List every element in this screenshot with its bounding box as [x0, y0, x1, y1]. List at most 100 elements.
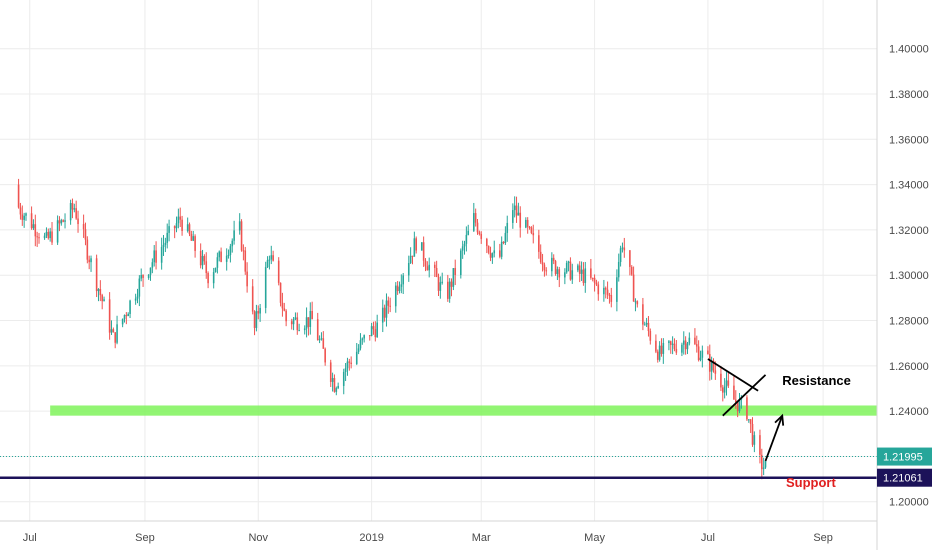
- candle-body: [305, 317, 308, 329]
- candle-body: [710, 360, 713, 372]
- candle: [370, 322, 373, 337]
- candle-body: [368, 335, 371, 337]
- candle-body: [525, 219, 527, 228]
- candle: [669, 340, 672, 354]
- candle: [603, 279, 605, 302]
- candle-body: [73, 208, 76, 210]
- candle: [515, 196, 518, 223]
- candle-body: [597, 284, 600, 295]
- candle: [746, 395, 748, 421]
- candle: [394, 282, 397, 313]
- candle: [225, 248, 228, 271]
- candle: [216, 252, 219, 274]
- candle: [136, 288, 139, 304]
- candle: [493, 240, 496, 258]
- candle: [82, 214, 85, 238]
- candle: [736, 402, 739, 418]
- candle: [90, 255, 92, 272]
- candle-body: [402, 275, 404, 285]
- candle: [160, 237, 163, 270]
- candle: [305, 307, 308, 338]
- arrow-shaft: [764, 415, 784, 462]
- candle: [619, 245, 622, 267]
- candle: [123, 314, 126, 323]
- candle: [298, 323, 300, 332]
- candle-body: [662, 342, 665, 354]
- candle: [759, 429, 761, 464]
- candle: [500, 236, 503, 260]
- candle-body: [595, 282, 598, 285]
- candle-body: [264, 267, 267, 308]
- candle: [337, 382, 339, 390]
- y-tick-label: 1.20000: [889, 497, 929, 509]
- candle-body: [545, 270, 548, 272]
- arrow-head: [774, 413, 785, 426]
- candle: [346, 357, 349, 376]
- candle-body: [721, 387, 724, 393]
- candle: [526, 217, 529, 234]
- candle: [541, 253, 544, 272]
- candle-body: [736, 402, 739, 412]
- candle-body: [134, 298, 137, 301]
- candle: [528, 225, 531, 230]
- candle: [381, 299, 384, 333]
- candle-body: [333, 378, 336, 392]
- candle-body: [450, 281, 453, 287]
- candle: [738, 392, 741, 414]
- candle-body: [437, 276, 440, 291]
- candle: [454, 259, 457, 286]
- candle: [86, 236, 89, 264]
- candle-body: [324, 348, 326, 363]
- candle: [97, 288, 100, 302]
- candle: [190, 230, 193, 241]
- candle-body: [398, 286, 401, 292]
- candle-body: [424, 260, 427, 267]
- candle-body: [51, 231, 53, 243]
- candle-body: [320, 338, 323, 340]
- price-axis[interactable]: 1.40000 1.38000 1.36000 1.34000 1.32000 1.300…: [877, 44, 932, 509]
- candle-body: [201, 256, 204, 266]
- candle: [647, 316, 650, 337]
- candle: [101, 293, 103, 310]
- candle-body: [504, 232, 507, 243]
- candle: [480, 231, 483, 244]
- candle-body: [220, 251, 222, 262]
- y-tick-label: 1.24000: [889, 406, 929, 418]
- candle: [762, 457, 765, 476]
- candle-body: [38, 237, 40, 239]
- candle: [413, 231, 416, 257]
- candle-body: [435, 267, 438, 277]
- candle-body: [584, 268, 587, 283]
- time-axis[interactable]: Jul Sep Nov 2019 Mar May Jul Sep: [23, 532, 833, 544]
- candle: [114, 332, 116, 349]
- candle-body: [515, 205, 518, 216]
- candle: [220, 247, 222, 263]
- candle: [32, 219, 35, 231]
- candle: [686, 341, 689, 355]
- candle: [632, 266, 635, 302]
- candle-body: [415, 238, 418, 251]
- candle: [281, 292, 284, 317]
- candle-body: [173, 226, 176, 229]
- candle: [671, 336, 674, 355]
- candle-body: [155, 250, 157, 263]
- candle-body: [108, 299, 111, 333]
- candle-body: [422, 242, 425, 261]
- candle-body: [428, 264, 431, 271]
- candle: [56, 215, 59, 245]
- candle: [21, 205, 24, 226]
- candle-body: [512, 210, 514, 223]
- x-tick-label: Sep: [135, 532, 155, 544]
- candle-body: [335, 388, 338, 392]
- candle-body: [565, 262, 568, 273]
- candle: [629, 249, 631, 276]
- candle-body: [214, 267, 217, 273]
- candle-body: [636, 301, 639, 305]
- candle: [450, 278, 453, 297]
- candle: [192, 230, 195, 242]
- candle: [420, 242, 423, 251]
- candle: [645, 317, 648, 327]
- candle-body: [489, 252, 492, 258]
- candle: [311, 301, 313, 320]
